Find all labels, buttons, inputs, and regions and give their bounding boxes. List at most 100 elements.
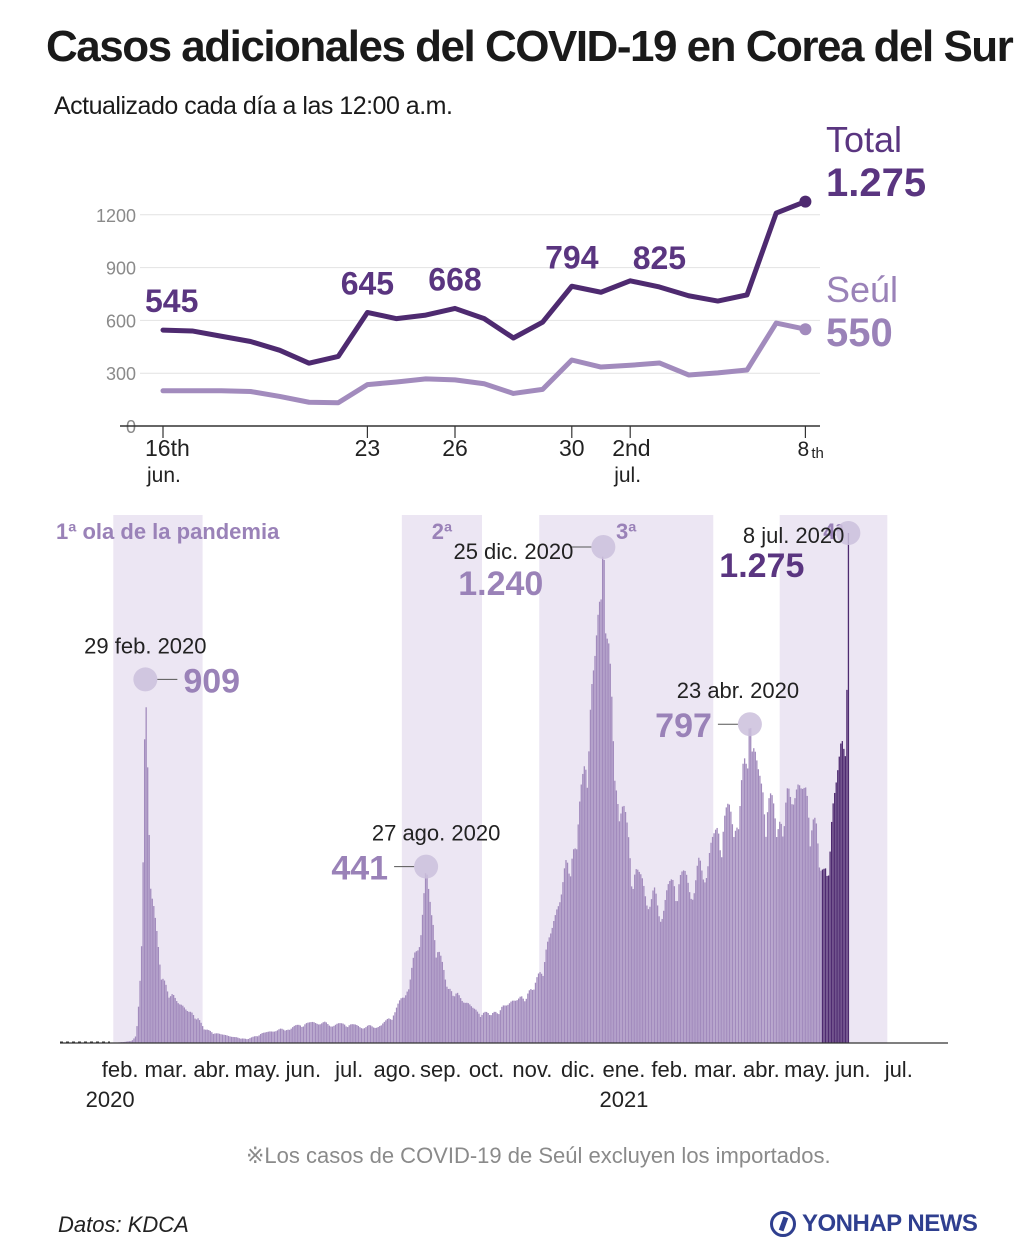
daily-case-bar xyxy=(615,790,618,1043)
daily-case-bar xyxy=(647,909,650,1043)
daily-case-bar xyxy=(580,784,582,1043)
daily-case-bar xyxy=(431,915,433,1043)
daily-case-bar xyxy=(762,792,764,1043)
daily-case-bar xyxy=(737,829,740,1043)
wave-label: 3ª xyxy=(616,519,637,544)
daily-case-bar xyxy=(147,767,149,1043)
daily-case-bar xyxy=(786,788,789,1043)
daily-case-bar xyxy=(270,1031,272,1043)
daily-case-bar xyxy=(583,766,585,1043)
daily-case-bar xyxy=(360,1028,363,1043)
daily-case-bar xyxy=(777,829,779,1043)
daily-case-bar xyxy=(209,1030,211,1043)
daily-case-bar xyxy=(505,1005,508,1043)
daily-case-bar xyxy=(434,940,436,1043)
daily-case-bar xyxy=(661,918,663,1043)
daily-case-bar xyxy=(698,857,700,1043)
daily-case-bar xyxy=(492,1012,494,1043)
daily-case-bar xyxy=(801,788,804,1043)
daily-case-bar xyxy=(533,989,535,1043)
daily-case-bar xyxy=(418,947,421,1043)
daily-case-bar xyxy=(151,898,153,1043)
daily-case-bar xyxy=(186,1011,189,1043)
seoul-legend-value: 550 xyxy=(826,311,893,355)
daily-case-bar xyxy=(803,787,805,1043)
daily-case-bar xyxy=(379,1026,381,1043)
daily-case-bar xyxy=(469,1004,471,1043)
daily-case-bar xyxy=(476,1011,479,1043)
daily-case-bar xyxy=(371,1026,373,1043)
daily-case-bar xyxy=(679,874,682,1043)
daily-case-bar xyxy=(598,601,601,1043)
daily-case-bar xyxy=(479,1016,482,1043)
daily-case-bar xyxy=(179,1004,181,1043)
daily-case-bar xyxy=(417,950,419,1043)
daily-case-bar xyxy=(253,1036,256,1043)
daily-case-bar xyxy=(600,599,602,1043)
daily-case-bar xyxy=(398,1000,401,1043)
daily-case-bar xyxy=(617,804,619,1043)
daily-case-bar xyxy=(153,906,155,1043)
x-tick-label: 26 xyxy=(442,435,468,461)
daily-case-bar xyxy=(815,823,818,1043)
wave-label: 1ª ola de la pandemia xyxy=(56,519,280,544)
daily-case-bar xyxy=(385,1020,387,1043)
daily-case-bar xyxy=(716,827,718,1043)
daily-case-bar xyxy=(563,868,566,1043)
daily-case-bar xyxy=(403,997,405,1043)
peak-date-label: 23 abr. 2020 xyxy=(677,678,799,703)
daily-case-bar xyxy=(470,1006,472,1043)
daily-case-bar xyxy=(150,888,152,1043)
daily-case-bar xyxy=(656,905,659,1043)
peak-date-label: 25 dic. 2020 xyxy=(453,539,573,564)
daily-case-bar xyxy=(206,1029,208,1043)
daily-case-bar xyxy=(525,998,527,1043)
daily-case-bar xyxy=(143,739,146,1043)
daily-case-bar xyxy=(713,833,715,1043)
daily-case-bar xyxy=(524,1001,526,1043)
daily-case-bar xyxy=(455,993,457,1043)
daily-case-bar xyxy=(829,851,831,1043)
daily-case-bar xyxy=(673,886,676,1043)
daily-case-bar xyxy=(513,1000,515,1043)
daily-case-bar xyxy=(472,1007,474,1043)
daily-case-bar xyxy=(719,850,721,1043)
daily-case-bar xyxy=(718,833,720,1043)
daily-case-bar xyxy=(337,1023,340,1043)
daily-case-bar xyxy=(632,888,634,1043)
data-source: Datos: KDCA xyxy=(58,1212,189,1237)
daily-case-bar xyxy=(336,1023,338,1043)
daily-case-bar xyxy=(432,924,434,1043)
daily-case-bar xyxy=(776,837,778,1043)
daily-case-bar xyxy=(754,751,756,1043)
daily-case-bar xyxy=(293,1025,295,1043)
daily-case-bar xyxy=(307,1022,309,1043)
daily-case-bar xyxy=(246,1039,248,1043)
daily-case-bar xyxy=(382,1023,384,1043)
daily-case-bar xyxy=(771,795,773,1043)
daily-case-bar xyxy=(571,858,573,1043)
daily-case-bar xyxy=(577,824,579,1043)
daily-case-bar xyxy=(365,1027,367,1043)
daily-case-bar xyxy=(339,1023,341,1043)
daily-case-bar xyxy=(766,812,769,1043)
daily-case-bar xyxy=(501,1006,503,1043)
daily-case-bar xyxy=(556,909,558,1043)
daily-case-bar xyxy=(305,1023,308,1043)
daily-case-bar xyxy=(166,991,169,1043)
daily-case-bar xyxy=(412,957,414,1043)
x-month-label: feb. xyxy=(102,1057,139,1082)
daily-case-bar xyxy=(252,1036,254,1043)
daily-case-bar xyxy=(487,1013,489,1043)
daily-case-bar xyxy=(560,894,563,1043)
daily-case-bar xyxy=(168,997,170,1043)
daily-case-bar xyxy=(279,1028,282,1043)
daily-case-bar xyxy=(302,1026,305,1043)
daily-case-bar xyxy=(314,1023,317,1043)
daily-case-bar xyxy=(411,967,413,1043)
x-month-label: nov. xyxy=(512,1057,552,1082)
daily-case-bar xyxy=(282,1029,285,1043)
daily-case-bar xyxy=(214,1033,216,1043)
daily-case-bar xyxy=(368,1025,370,1043)
daily-case-bar xyxy=(415,951,418,1043)
